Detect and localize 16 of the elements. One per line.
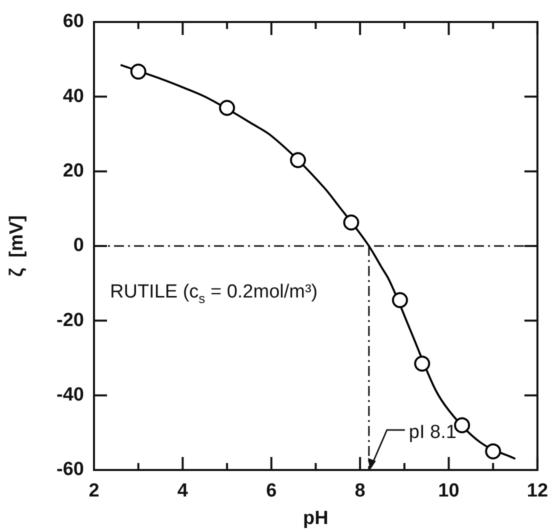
x-tick-label: 6 (266, 480, 277, 502)
y-tick-label: 60 (62, 11, 84, 32)
y-tick-label: 40 (62, 86, 84, 107)
y-tick-label: 20 (62, 160, 84, 182)
y-axis-title: ζ [mV] (6, 215, 28, 277)
y-tick-label: -40 (56, 384, 84, 406)
x-tick-label: 2 (88, 480, 100, 502)
x-tick-label: 10 (438, 480, 460, 502)
x-tick-label: 8 (354, 480, 366, 502)
x-tick-label: 12 (526, 480, 548, 502)
annotation: pI 8.1 (408, 422, 456, 443)
x-axis-title: pH (303, 508, 328, 529)
y-tick-label: -20 (56, 310, 84, 331)
y-tick-label: 0 (73, 235, 84, 256)
y-tick-label: -60 (56, 459, 84, 480)
x-tick-label: 4 (177, 480, 188, 502)
